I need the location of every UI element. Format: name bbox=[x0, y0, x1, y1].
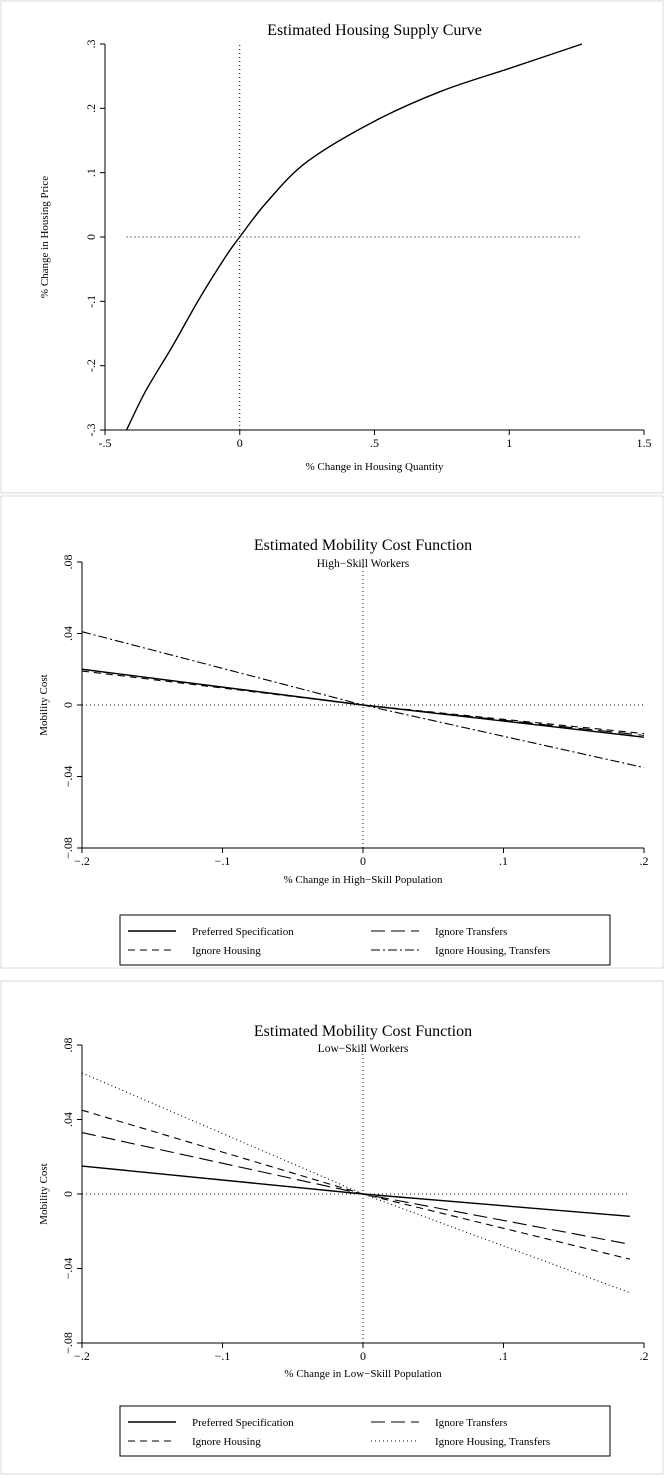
legend-label: Ignore Housing bbox=[192, 945, 261, 957]
y-tick-label: -.2 bbox=[84, 359, 98, 372]
legend-label: Ignore Housing, Transfers bbox=[435, 1436, 550, 1448]
y-tick-label: .08 bbox=[61, 1038, 75, 1053]
x-tick-label: .5 bbox=[370, 436, 379, 450]
legend-box bbox=[119, 914, 611, 966]
y-tick-label: -.1 bbox=[84, 295, 98, 308]
x-tick-label: 1 bbox=[506, 436, 512, 450]
panel-frame bbox=[0, 495, 664, 969]
legend-label: Preferred Specification bbox=[192, 1417, 294, 1429]
x-tick-label: −.2 bbox=[74, 854, 90, 868]
legend-label: Ignore Transfers bbox=[435, 1417, 507, 1429]
x-tick-label: 0 bbox=[360, 1349, 366, 1363]
series-line-ignore-housing bbox=[81, 1109, 631, 1260]
x-tick-label: .2 bbox=[640, 854, 649, 868]
y-axis-label: Mobility Cost bbox=[38, 674, 50, 735]
chart-title: Estimated Mobility Cost Function bbox=[254, 537, 472, 554]
chart-title: Estimated Mobility Cost Function bbox=[254, 1023, 472, 1040]
series-line-1 bbox=[125, 43, 583, 431]
x-tick-label: 1.5 bbox=[637, 436, 652, 450]
x-tick-label: .1 bbox=[499, 1349, 508, 1363]
legend-label: Preferred Specification bbox=[192, 926, 294, 938]
y-axis-label: % Change in Housing Price bbox=[39, 176, 51, 298]
legend: Preferred Specification Ignore Transfers I… bbox=[119, 914, 611, 966]
y-tick-label: −.04 bbox=[61, 766, 75, 788]
legend-label: Ignore Housing, Transfers bbox=[435, 945, 550, 957]
y-tick-label: .08 bbox=[61, 555, 75, 570]
y-tick-label: −.08 bbox=[61, 1332, 75, 1354]
chart-panel-3: Estimated Mobility Cost Function Low−Skil… bbox=[0, 980, 664, 1475]
legend-label: Ignore Transfers bbox=[435, 926, 507, 938]
y-tick-label: −.08 bbox=[61, 837, 75, 859]
y-tick-label: −.04 bbox=[61, 1258, 75, 1280]
x-tick-label: −.1 bbox=[215, 854, 231, 868]
panel-frame bbox=[0, 980, 664, 1475]
y-axis-label: Mobility Cost bbox=[38, 1163, 50, 1224]
x-tick-label: −.2 bbox=[74, 1349, 90, 1363]
panel-frame bbox=[0, 0, 664, 494]
y-tick-label: .2 bbox=[84, 104, 98, 113]
legend-label: Ignore Housing bbox=[192, 1436, 261, 1448]
chart-subtitle: Low−Skill Workers bbox=[318, 1043, 409, 1055]
x-tick-label: -.5 bbox=[99, 436, 112, 450]
y-tick-label: 0 bbox=[61, 702, 75, 708]
x-tick-label: .2 bbox=[640, 1349, 649, 1363]
x-tick-label: 0 bbox=[360, 854, 366, 868]
y-tick-label: .04 bbox=[61, 1112, 75, 1127]
y-tick-label: 0 bbox=[61, 1191, 75, 1197]
y-tick-label: .1 bbox=[84, 168, 98, 177]
x-axis-label: % Change in Low−Skill Population bbox=[284, 1368, 442, 1380]
chart-title: Estimated Housing Supply Curve bbox=[267, 22, 482, 39]
x-tick-label: 0 bbox=[237, 436, 243, 450]
y-tick-label: 0 bbox=[84, 234, 98, 240]
legend-box bbox=[119, 1405, 611, 1457]
chart-panel-2: Estimated Mobility Cost FunctionHigh−Ski… bbox=[0, 495, 664, 969]
chart-panel-1: Estimated Housing Supply Curve -.5 0 .5 1 1.5… bbox=[0, 0, 664, 494]
x-axis-label: % Change in High−Skill Population bbox=[284, 874, 443, 886]
legend: Preferred Specification Ignore Transfers I… bbox=[119, 1405, 611, 1457]
series-line-ignore-housing-transfers bbox=[81, 631, 645, 769]
x-tick-label: .1 bbox=[499, 854, 508, 868]
y-tick-label: .3 bbox=[84, 40, 98, 49]
x-tick-label: −.1 bbox=[215, 1349, 231, 1363]
y-tick-label: .04 bbox=[61, 626, 75, 641]
y-tick-label: -.3 bbox=[84, 424, 98, 437]
x-axis-label: % Change in Housing Quantity bbox=[305, 461, 444, 473]
series-line-ignore-housing bbox=[81, 670, 645, 735]
